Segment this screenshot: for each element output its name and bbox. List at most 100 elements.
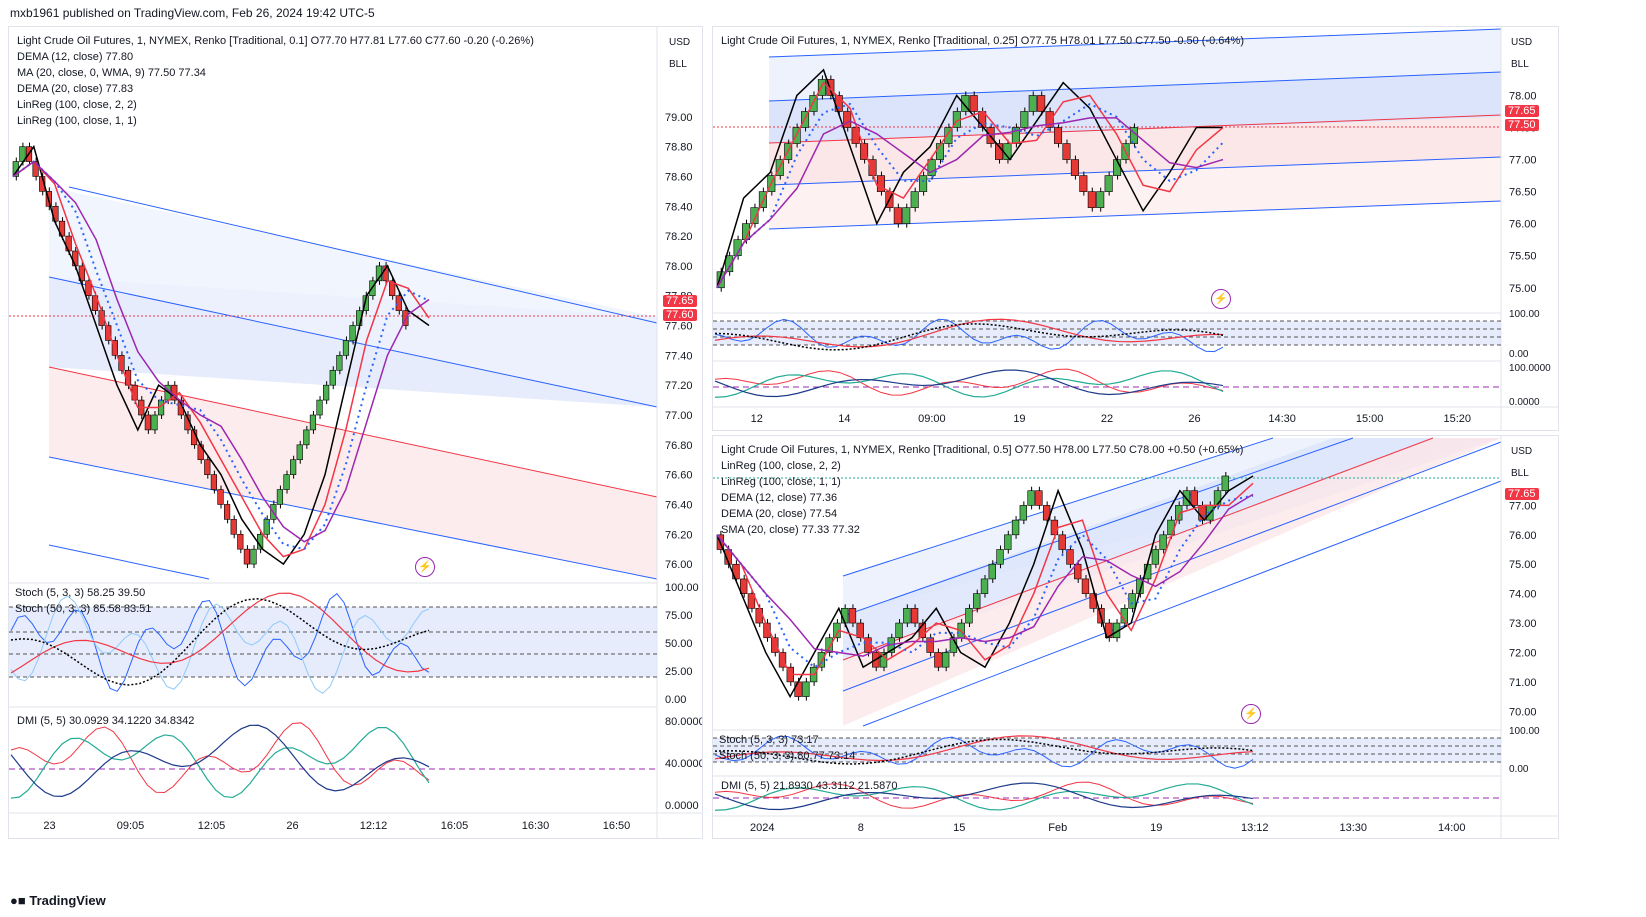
renko-brick [817, 79, 826, 96]
price-axis-tick: 72.00 [1509, 647, 1537, 659]
dema-12-line [716, 68, 1223, 288]
renko-brick [1128, 593, 1136, 609]
time-axis-tick: 15:20 [1443, 413, 1471, 425]
renko-brick [910, 191, 919, 208]
dmi-minus-line [714, 781, 1254, 809]
chart-legend: Light Crude Oil Futures, 1, NYMEX, Renko… [721, 33, 1244, 49]
renko-brick [996, 549, 1004, 565]
chart-legend: Light Crude Oil Futures, 1, NYMEX, Renko… [721, 442, 1243, 538]
dmi-minus-line [714, 368, 1224, 396]
regression-lower-line [862, 480, 1502, 727]
stoch-legend-2: Stoch (50, 3, 3) 85.58 83.51 [15, 603, 152, 615]
last-price-label: 77.65 [1505, 488, 1539, 500]
renko-brick [118, 355, 125, 371]
chart-top-right-canvas[interactable]: 78.00 77.50 77.00 76.50 76.00 75.50 75.00 100.0… [713, 27, 1558, 430]
time-axis-tick: 09:00 [918, 413, 946, 425]
renko-brick [210, 474, 217, 490]
wma-line [716, 117, 1224, 289]
dmi-plus-line [714, 370, 1224, 398]
renko-brick [843, 111, 852, 128]
last-price-label: 77.65 [663, 295, 697, 307]
lightning-icon[interactable]: ⚡ [1211, 289, 1231, 309]
currency-label[interactable]: BLL [1511, 468, 1529, 479]
chart-pane-top-right[interactable]: 78.00 77.50 77.00 76.50 76.00 75.50 75.00 100.0… [712, 26, 1559, 431]
currency-label[interactable]: BLL [1511, 59, 1529, 70]
stoch-axis-tick: 100.00 [1509, 726, 1540, 737]
renko-brick [926, 637, 934, 653]
renko-brick [323, 384, 330, 401]
currency-label[interactable]: USD [1511, 37, 1533, 48]
chart-pane-bottom-right[interactable]: 77.00 76.00 75.00 74.00 73.00 72.00 71.00 70.00… [712, 435, 1559, 839]
renko-brick [362, 295, 369, 311]
legend-line-5: LinReg (100, close, 1, 1) [17, 115, 137, 127]
renko-brick [817, 652, 826, 668]
tradingview-logo-icon: ●■ [10, 893, 26, 908]
renko-brick [78, 265, 85, 282]
currency-label[interactable]: USD [669, 37, 691, 48]
legend-line-3: DEMA (12, close) 77.36 [721, 492, 838, 504]
price-axis-tick: 76.00 [1509, 219, 1537, 231]
time-axis-tick: 14:00 [1438, 822, 1466, 834]
tradingview-logo[interactable]: ●■ TradingView [10, 893, 106, 908]
time-axis-tick: 26 [1188, 413, 1200, 425]
price-axis-tick: 78.80 [665, 142, 693, 154]
time-axis-tick: Feb [1048, 822, 1067, 834]
tradingview-brand-text: TradingView [29, 893, 106, 908]
price-axis-tick: 76.60 [665, 470, 693, 482]
renko-brick [973, 593, 981, 609]
time-axis-tick: 16:30 [522, 820, 550, 832]
time-axis-tick: 14:30 [1268, 413, 1296, 425]
renko-brick [965, 608, 973, 624]
renko-brick [903, 608, 911, 624]
renko-brick [934, 652, 942, 668]
renko-brick [1019, 505, 1028, 521]
lightning-icon[interactable]: ⚡ [1241, 704, 1261, 724]
price-axis-tick: 75.50 [1509, 251, 1537, 263]
renko-brick [802, 681, 810, 697]
chart-pane-left[interactable]: 79.0078.8078.6078.4078.2078.0077.8077.60… [8, 26, 703, 839]
renko-brick [771, 637, 779, 653]
dema-20-line [12, 160, 430, 558]
time-axis-tick: 23 [43, 820, 55, 832]
dmi-legend: DMI (5, 5) 30.0929 34.1220 34.8342 [17, 715, 195, 727]
legend-line-2: MA (20, close, 0, WMA, 9) 77.50 77.34 [17, 67, 206, 79]
currency-label[interactable]: BLL [669, 59, 687, 70]
stoch-axis-tick: 25.00 [665, 666, 693, 678]
chart-left-canvas[interactable]: 79.0078.8078.6078.4078.2078.0077.8077.60… [9, 27, 702, 838]
renko-brick [329, 369, 336, 386]
renko-brick [91, 295, 99, 311]
price-axis-tick: 78.20 [665, 231, 693, 243]
time-axis-tick: 09:05 [117, 820, 145, 832]
currency-label[interactable]: USD [1511, 446, 1533, 457]
renko-brick [1020, 111, 1029, 128]
renko-brick [250, 548, 257, 565]
price-axis-tick: 77.40 [665, 350, 693, 362]
renko-brick [283, 474, 290, 490]
renko-brick [389, 280, 396, 297]
price-axis-tick: 76.00 [1509, 530, 1537, 542]
time-axis-tick: 19 [1150, 822, 1162, 834]
lightning-icon[interactable]: ⚡ [415, 557, 435, 577]
stoch-slow-signal [714, 738, 1254, 765]
ma-dotted-line [716, 102, 1224, 289]
last-price-label: 77.65 [1505, 105, 1539, 117]
price-axis-tick: 76.50 [1509, 187, 1537, 199]
renko-brick [144, 414, 151, 431]
legend-line-3: DEMA (20, close) 77.83 [17, 83, 134, 95]
time-axis-tick: 15:00 [1356, 413, 1384, 425]
renko-brick [725, 255, 734, 273]
chart-bottom-right-canvas[interactable]: 77.00 76.00 75.00 74.00 73.00 72.00 71.00 70.00… [713, 436, 1558, 838]
price-axis-tick: 75.00 [1509, 283, 1537, 295]
dmi-minus-line [10, 722, 430, 793]
renko-brick [1066, 549, 1074, 565]
renko-brick [716, 271, 725, 289]
renko-brick [740, 578, 748, 594]
stoch-axis-tick: 0.00 [665, 694, 686, 706]
stoch-slow-line [714, 318, 1224, 348]
price-axis-tick: 76.00 [665, 559, 693, 571]
price-axis-tick: 78.00 [1509, 90, 1537, 102]
renko-brick [32, 161, 39, 177]
dmi-axis-tick: 80.0000 [665, 716, 702, 728]
dmi-legend: DMI (5, 5) 21.8930 43.3112 21.5870 [721, 780, 898, 792]
price-axis-tick: 77.00 [1509, 155, 1537, 167]
